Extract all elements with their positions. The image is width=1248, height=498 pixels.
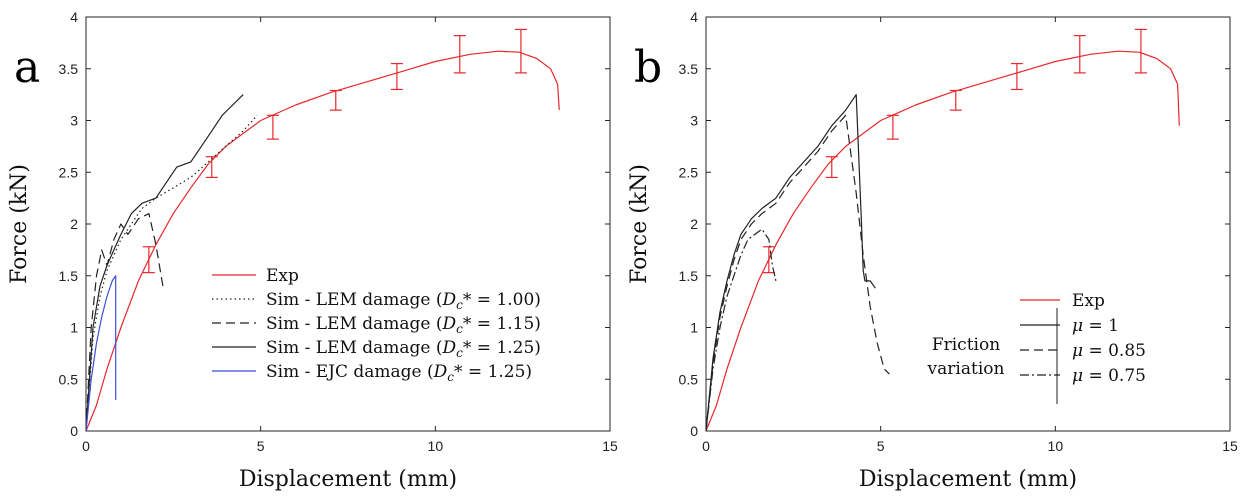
panel-a-error-bar [266,114,279,140]
panel-b-legend: Exp μ = 1 μ = 0.85 μ = 0.75 Friction variatio… [927,291,1146,404]
panel-b-error-bar [1073,35,1086,74]
panel-a-y-tick-label: 1.5 [59,268,79,284]
panel-b-series-line-0-75 [706,228,777,431]
panel-a-y-tick-label: 1 [70,320,78,336]
panel-b-error-bar [825,156,838,179]
panel-b-error-bar [886,114,899,140]
panel-b-series-line-1 [706,93,876,431]
panel-b-error-bar [762,246,775,274]
panel-a-legend-label-sim-lem-damage-dc-1-25: Sim - LEM damage (Dc* = 1.25) [266,338,541,360]
panel-b-y-axis-title: Force (kN) [627,164,652,284]
panel-b-legend-group-label: variation [927,359,1005,379]
panel-a-legend-label-sim-ejc-damage-dc-1-25: Sim - EJC damage (Dc* = 1.25) [266,362,532,384]
panel-b-legend-label-0-75: μ = 0.75 [1072,366,1146,386]
panel-a-series-exp [86,28,560,431]
panel-a-legend-label-sim-lem-damage-dc-1-00: Sim - LEM damage (Dc* = 1.00) [266,290,541,312]
panel-b-legend-label-0-85: μ = 0.85 [1072,341,1146,361]
panel-b-legend-label-1: μ = 1 [1072,316,1119,336]
panel-a-x-tick-label: 10 [428,438,444,454]
panel-b-x-tick-label: 0 [702,438,710,454]
panel-a-y-tick-label: 4 [70,9,78,25]
panel-b-y-tick-label: 4 [690,9,698,25]
panel-a-x-tick-label: 0 [82,438,90,454]
panel-b-series-0-75 [706,228,777,431]
panel-a-legend-label-sim-lem-damage-dc-1-15: Sim - LEM damage (Dc* = 1.15) [266,314,541,336]
panel-a-error-bar [514,28,527,74]
panel-b-y-tick-label: 3 [690,113,698,129]
panel-a-series-line-sim-lem-damage-dc-1-15 [86,213,164,431]
panel-b-series-line-0-85 [706,114,890,431]
panel-a-series-sim-lem-damage-dc-1-15 [86,213,164,431]
panel-a-series-sim-lem-damage-dc-1-25 [86,94,244,431]
panel-a-x-axis-title: Displacement (mm) [239,467,457,492]
panel-b-series-line-exp [706,50,1180,431]
panel-a-y-tick-label: 2.5 [59,164,79,180]
panel-b-y-tick-label: 1 [690,320,698,336]
panel-a-series-sim-lem-damage-dc-1-00 [86,114,258,431]
panel-a-legend-label-exp: Exp [266,266,299,286]
panel-a-error-bar [142,246,155,274]
panel-a-series-line-sim-lem-damage-dc-1-00 [86,114,258,431]
panel-a-y-axis-title: Force (kN) [7,164,32,284]
panel-a-error-bar [390,62,403,91]
panel-a-x-tick-label: 5 [257,438,265,454]
panel-b-y-tick-label: 1.5 [679,268,699,284]
panel-b-series-exp [706,28,1180,431]
panel-a-series-line-exp [86,50,560,431]
panel-a-y-tick-label: 0.5 [59,371,79,387]
panel-a-series-line-sim-ejc-damage-dc-1-25 [86,275,117,431]
panel-b-x-axis-title: Displacement (mm) [859,467,1077,492]
panel-b-y-tick-label: 2.5 [679,164,699,180]
panel-a-series-sim-ejc-damage-dc-1-25 [86,275,117,431]
panel-a-error-bar [205,156,218,179]
panel-a-series-line-sim-lem-damage-dc-1-25 [86,94,244,431]
panel-b-y-tick-label: 0.5 [679,371,699,387]
panel-a-error-bar [329,89,342,111]
panel-a-error-bar [453,35,466,74]
panel-a-x-tick-label: 15 [602,438,618,454]
panel-a-y-tick-label: 2 [70,216,78,232]
panel-a-panel-letter: a [14,42,40,93]
panel-b-x-tick-label: 5 [877,438,885,454]
panel-b-x-tick-label: 15 [1222,438,1238,454]
chart-panel-a: 0 0.5 1 1.5 2 2.5 3 3.5 4 0 5 10 15 Displacement (mm)… [7,9,618,492]
panel-b-legend-group-label: Friction [932,335,1000,355]
panel-b-series-1 [706,93,876,431]
panel-b-panel-letter: b [634,42,662,93]
panel-b-error-bar [1010,62,1023,91]
panel-a-y-tick-label: 0 [70,423,78,439]
panel-b-error-bar [1134,28,1147,74]
panel-b-y-tick-label: 0 [690,423,698,439]
panel-a-y-tick-label: 3.5 [59,61,79,77]
panel-b-error-bar [949,89,962,111]
panel-b-series-0-85 [706,114,890,431]
panel-b-y-tick-label: 3.5 [679,61,699,77]
panel-b-x-tick-label: 10 [1048,438,1064,454]
chart-panel-b: 0 0.5 1 1.5 2 2.5 3 3.5 4 0 5 10 15 Displacement (mm)… [627,9,1238,492]
panel-a-y-tick-label: 3 [70,113,78,129]
panel-b-y-tick-label: 2 [690,216,698,232]
panel-b-legend-label-exp: Exp [1072,291,1105,311]
